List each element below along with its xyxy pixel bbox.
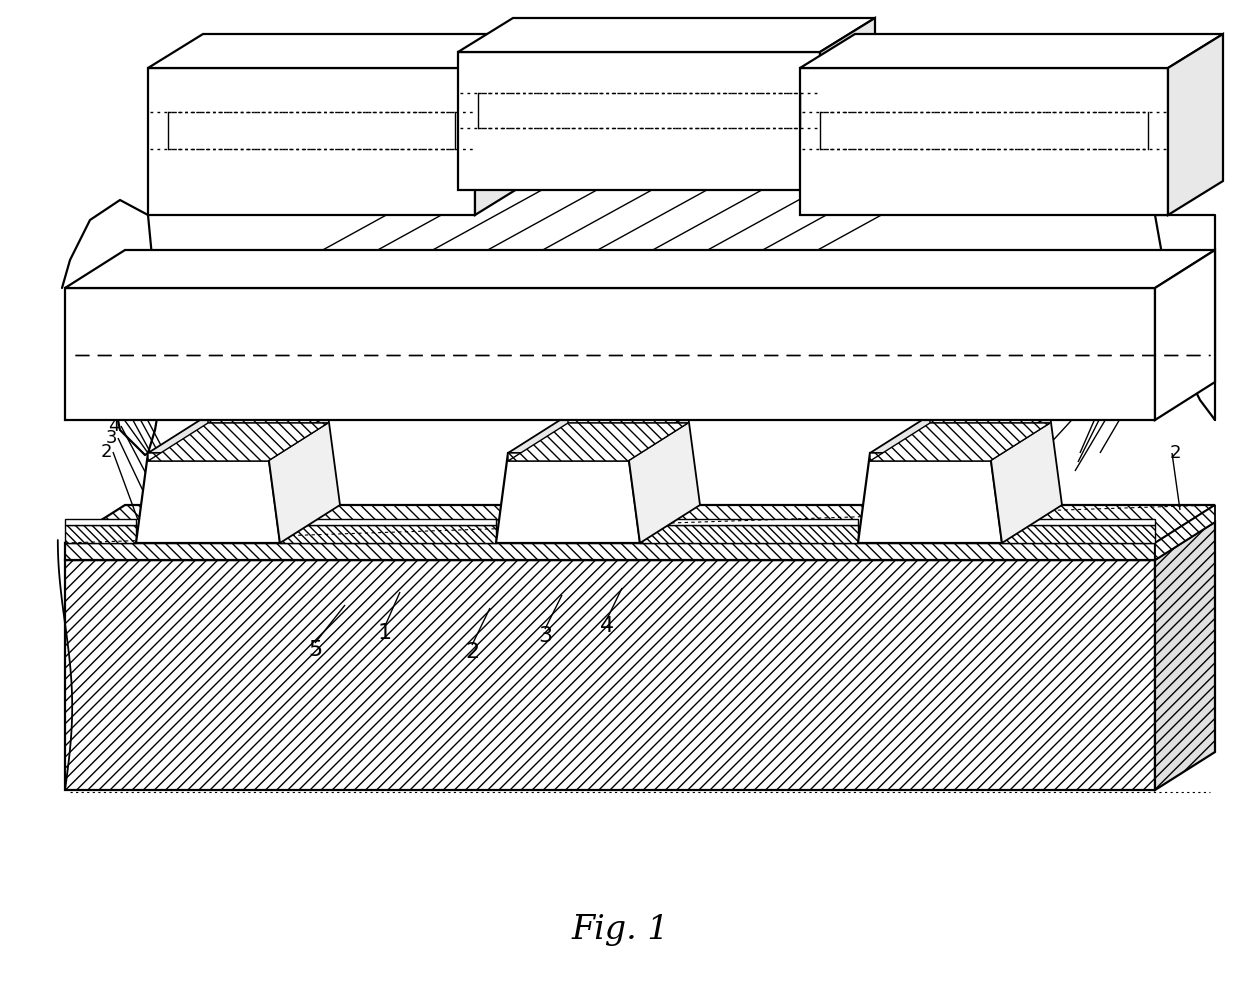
Polygon shape	[820, 18, 875, 190]
Polygon shape	[1168, 34, 1223, 215]
Text: 4: 4	[600, 616, 614, 636]
Polygon shape	[64, 522, 1215, 560]
Polygon shape	[800, 34, 1223, 68]
Polygon shape	[1154, 250, 1215, 420]
Polygon shape	[64, 505, 1215, 543]
Polygon shape	[508, 415, 688, 453]
Polygon shape	[458, 18, 875, 52]
Polygon shape	[800, 68, 1168, 215]
Polygon shape	[870, 415, 1050, 453]
Text: 3: 3	[105, 429, 117, 447]
Text: 513: 513	[1109, 403, 1142, 421]
Polygon shape	[148, 423, 329, 461]
Polygon shape	[1002, 519, 1154, 525]
Text: 1: 1	[378, 623, 392, 643]
Text: 512: 512	[1109, 389, 1142, 407]
Polygon shape	[64, 560, 1154, 790]
Text: 511: 511	[93, 374, 126, 392]
Polygon shape	[148, 34, 529, 68]
Polygon shape	[268, 415, 340, 543]
Polygon shape	[1154, 505, 1215, 560]
Text: 512: 512	[518, 328, 553, 346]
Polygon shape	[640, 519, 858, 525]
Text: 513: 513	[93, 402, 126, 420]
Text: 51: 51	[1133, 386, 1156, 404]
Text: Fig. 1: Fig. 1	[572, 914, 668, 946]
Text: 2: 2	[1171, 444, 1182, 462]
Polygon shape	[475, 34, 529, 215]
Polygon shape	[627, 415, 701, 543]
Text: 4: 4	[109, 417, 120, 435]
Polygon shape	[148, 68, 475, 215]
Polygon shape	[458, 52, 820, 190]
Polygon shape	[640, 525, 858, 543]
Polygon shape	[508, 423, 688, 461]
Text: 51: 51	[84, 388, 107, 406]
Text: 511: 511	[1109, 375, 1142, 393]
Text: 2: 2	[100, 443, 112, 461]
Polygon shape	[64, 525, 136, 543]
Text: 512: 512	[93, 388, 126, 406]
Text: 2: 2	[465, 642, 479, 662]
Polygon shape	[858, 453, 1002, 543]
Text: 5: 5	[308, 640, 322, 660]
Polygon shape	[148, 415, 329, 453]
Polygon shape	[64, 250, 1215, 288]
Polygon shape	[1002, 525, 1154, 543]
Polygon shape	[870, 415, 1050, 461]
Text: 3: 3	[538, 626, 552, 646]
Polygon shape	[280, 525, 496, 543]
Polygon shape	[870, 423, 1050, 461]
Text: 511: 511	[481, 328, 515, 346]
Polygon shape	[64, 543, 1154, 560]
Polygon shape	[64, 288, 1154, 420]
Polygon shape	[136, 453, 280, 543]
Polygon shape	[990, 415, 1061, 543]
Polygon shape	[508, 415, 688, 461]
Polygon shape	[148, 415, 329, 461]
Polygon shape	[64, 519, 136, 525]
Text: 51: 51	[547, 311, 569, 329]
Text: 4: 4	[1055, 379, 1066, 397]
Text: 513: 513	[557, 328, 591, 346]
Polygon shape	[1154, 522, 1215, 790]
Polygon shape	[496, 453, 640, 543]
Polygon shape	[280, 519, 496, 525]
Text: 3: 3	[1090, 389, 1101, 407]
